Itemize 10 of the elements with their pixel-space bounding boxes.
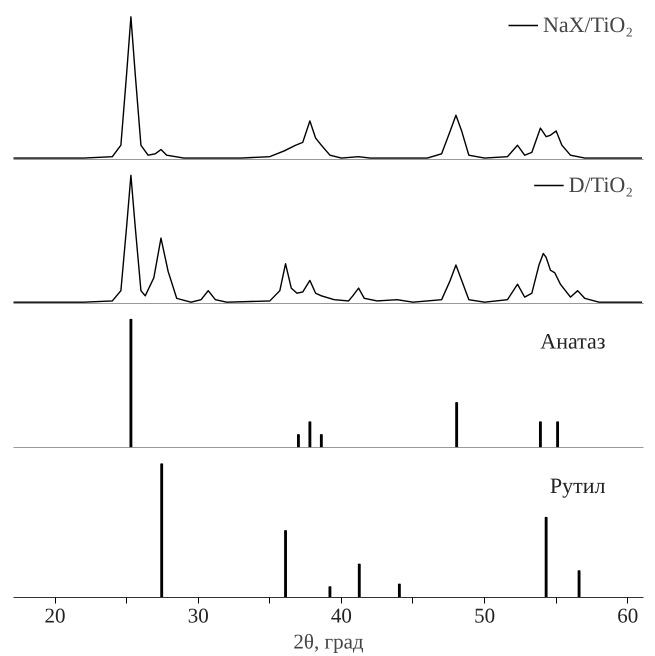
x-tick-label: 40 <box>330 604 352 628</box>
series-label: Рутил <box>550 473 606 498</box>
legend-label: NaX/TiO₂ <box>543 12 633 38</box>
x-axis-title: 2θ, град <box>293 630 364 654</box>
x-tick-label: 30 <box>188 604 209 628</box>
legend-label: D/TiO₂ <box>568 172 633 198</box>
x-tick-label: 60 <box>617 604 638 628</box>
x-tick-label: 20 <box>44 604 66 628</box>
x-tick-label: 50 <box>474 604 496 628</box>
text: Анатаз <box>540 328 606 354</box>
